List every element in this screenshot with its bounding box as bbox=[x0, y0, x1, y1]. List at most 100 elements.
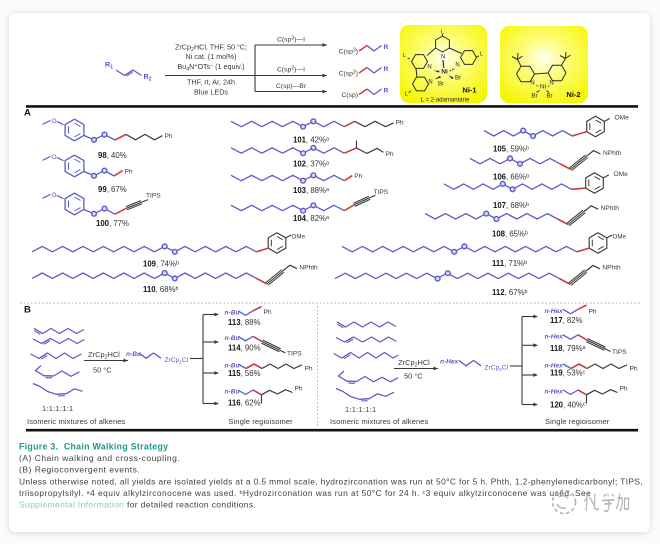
svg-text:Ni-2: Ni-2 bbox=[566, 90, 580, 99]
svg-text:Ni: Ni bbox=[441, 69, 448, 76]
svg-text:Supplemental Information for d: Supplemental Information for detailed re… bbox=[19, 500, 256, 510]
svg-text:107, 68%b: 107, 68%b bbox=[493, 201, 529, 210]
svg-text:50 °C: 50 °C bbox=[404, 372, 423, 381]
svg-text:(A) Chain walking and cross-co: (A) Chain walking and cross-coupling. bbox=[19, 453, 180, 463]
svg-text:Ph: Ph bbox=[630, 365, 638, 372]
svg-text:OMe: OMe bbox=[613, 234, 627, 241]
svg-text:Ph: Ph bbox=[396, 120, 404, 127]
svg-text:n-Hex: n-Hex bbox=[545, 308, 564, 315]
svg-text:Ni-1: Ni-1 bbox=[462, 86, 476, 95]
svg-text:120, 40%c: 120, 40%c bbox=[550, 401, 586, 410]
svg-text:Br: Br bbox=[455, 76, 461, 82]
svg-text:Br: Br bbox=[546, 93, 552, 100]
svg-text:n-Bu: n-Bu bbox=[225, 363, 240, 370]
svg-text:NPhth: NPhth bbox=[299, 264, 318, 271]
svg-text:THF, rt, Ar, 24h: THF, rt, Ar, 24h bbox=[187, 78, 235, 87]
svg-text:1:1:1:1:1: 1:1:1:1:1 bbox=[42, 404, 73, 413]
svg-text:n-Hex: n-Hex bbox=[545, 363, 564, 370]
svg-text:ZrCp2HCl: ZrCp2HCl bbox=[88, 350, 120, 361]
svg-text:Ni: Ni bbox=[540, 84, 547, 91]
svg-text:R: R bbox=[384, 44, 389, 51]
svg-text:N: N bbox=[441, 55, 445, 61]
svg-text:ZrCp2Cl: ZrCp2Cl bbox=[165, 357, 189, 365]
svg-text:R: R bbox=[384, 88, 389, 95]
svg-text:L: L bbox=[480, 52, 484, 58]
svg-text:106, 66%b: 106, 66%b bbox=[493, 173, 529, 182]
svg-text:O: O bbox=[51, 154, 56, 161]
svg-text:n-Hex: n-Hex bbox=[545, 389, 564, 396]
svg-text:C(sp2)—I: C(sp2)—I bbox=[277, 66, 305, 74]
svg-text:Br: Br bbox=[531, 93, 537, 100]
svg-text:Ph: Ph bbox=[305, 365, 313, 372]
svg-text:114, 90%: 114, 90% bbox=[228, 344, 261, 353]
svg-text:Ph: Ph bbox=[165, 133, 173, 140]
svg-text:C(sp2): C(sp2) bbox=[339, 70, 358, 78]
svg-text:N: N bbox=[427, 65, 431, 71]
svg-text:B: B bbox=[24, 305, 31, 316]
svg-text:R2: R2 bbox=[144, 72, 152, 83]
svg-text:A: A bbox=[24, 108, 31, 119]
svg-text:110, 68%b: 110, 68%b bbox=[143, 285, 179, 294]
svg-text:C(sp): C(sp) bbox=[341, 92, 358, 99]
svg-text:triisopropylsilyl. a4 equiv al: triisopropylsilyl. a4 equiv alkylzircono… bbox=[19, 488, 591, 498]
svg-text:Isomeric mixtures of alkenes: Isomeric mixtures of alkenes bbox=[27, 417, 126, 426]
svg-text:L = 2-adamantane: L = 2-adamantane bbox=[421, 98, 470, 104]
svg-text:Ph: Ph bbox=[264, 309, 272, 316]
svg-text:Br: Br bbox=[438, 82, 444, 88]
svg-text:NPhth: NPhth bbox=[603, 150, 622, 157]
svg-text:ZrCp2HCl, THF, 50 °C;: ZrCp2HCl, THF, 50 °C; bbox=[175, 43, 247, 54]
svg-text:Figure 3. Chain Walking Strat: Figure 3. Chain Walking Strategy bbox=[19, 442, 168, 452]
svg-text:111, 71%b: 111, 71%b bbox=[492, 259, 527, 268]
svg-text:Isomeric mixtures of alkenes: Isomeric mixtures of alkenes bbox=[330, 417, 429, 426]
svg-text:ZrCp2Cl: ZrCp2Cl bbox=[485, 365, 509, 373]
svg-text:NPhth: NPhth bbox=[601, 205, 620, 212]
svg-text:N: N bbox=[549, 81, 553, 87]
svg-text:118, 79%a: 118, 79%a bbox=[550, 344, 586, 353]
svg-text:n-Bu: n-Bu bbox=[225, 389, 240, 396]
svg-text:C(sp3): C(sp3) bbox=[339, 48, 358, 56]
svg-text:C(sp)—Br: C(sp)—Br bbox=[276, 83, 307, 90]
svg-text:N: N bbox=[428, 80, 432, 86]
svg-text:Bu4N+OTs– (1 equiv.): Bu4N+OTs– (1 equiv.) bbox=[177, 62, 244, 73]
svg-text:Ni cat. (1 mol%): Ni cat. (1 mol%) bbox=[185, 52, 236, 61]
svg-text:N: N bbox=[455, 63, 459, 69]
svg-text:102, 37%a: 102, 37%a bbox=[293, 160, 329, 169]
svg-text:113, 88%: 113, 88% bbox=[228, 318, 261, 327]
svg-text:ZrCp2HCl: ZrCp2HCl bbox=[398, 358, 430, 369]
svg-text:119, 53%c: 119, 53%c bbox=[550, 369, 586, 378]
svg-text:98, 40%: 98, 40% bbox=[98, 151, 127, 160]
svg-text:C(sp3)—I: C(sp3)—I bbox=[277, 36, 305, 44]
svg-text:n-Bu: n-Bu bbox=[225, 335, 240, 342]
svg-text:112, 67%b: 112, 67%b bbox=[492, 288, 528, 297]
svg-text:101, 42%a: 101, 42%a bbox=[293, 136, 329, 145]
svg-text:R: R bbox=[384, 66, 389, 73]
svg-text:109, 74%b: 109, 74%b bbox=[143, 260, 179, 269]
svg-text:TIPS: TIPS bbox=[287, 351, 302, 358]
svg-text:n-Bu: n-Bu bbox=[225, 310, 240, 317]
svg-text:R1: R1 bbox=[105, 60, 113, 71]
svg-text:104, 82%a: 104, 82%a bbox=[293, 214, 329, 223]
svg-text:TIPS: TIPS bbox=[146, 193, 161, 200]
svg-text:105, 59%b: 105, 59%b bbox=[493, 145, 529, 154]
svg-text:116, 62%: 116, 62% bbox=[228, 399, 261, 408]
svg-text:TIPS: TIPS bbox=[374, 189, 389, 196]
svg-text:Ph: Ph bbox=[620, 386, 628, 393]
svg-text:L: L bbox=[441, 30, 445, 36]
svg-text:Single regioisomer: Single regioisomer bbox=[229, 417, 294, 426]
svg-text:TIPS: TIPS bbox=[612, 349, 627, 356]
svg-text:n-Hex: n-Hex bbox=[440, 359, 459, 366]
svg-text:103, 88%a: 103, 88%a bbox=[293, 186, 329, 195]
svg-text:O: O bbox=[51, 192, 56, 199]
svg-text:99, 67%: 99, 67% bbox=[98, 185, 127, 194]
svg-text:Unless otherwise noted, all yi: Unless otherwise noted, all yields are i… bbox=[19, 477, 643, 487]
svg-text:Ph: Ph bbox=[589, 309, 597, 316]
svg-text:Ph: Ph bbox=[354, 173, 362, 180]
svg-text:Ph: Ph bbox=[386, 151, 394, 158]
svg-text:N: N bbox=[530, 81, 534, 87]
svg-text:Ph: Ph bbox=[295, 386, 303, 393]
svg-text:50 °C: 50 °C bbox=[93, 366, 112, 375]
svg-text:Blue LEDs: Blue LEDs bbox=[194, 88, 228, 97]
svg-text:117, 82%: 117, 82% bbox=[550, 316, 583, 325]
svg-text:115, 56%: 115, 56% bbox=[228, 369, 261, 378]
svg-text:Single regioisomer: Single regioisomer bbox=[545, 417, 610, 426]
